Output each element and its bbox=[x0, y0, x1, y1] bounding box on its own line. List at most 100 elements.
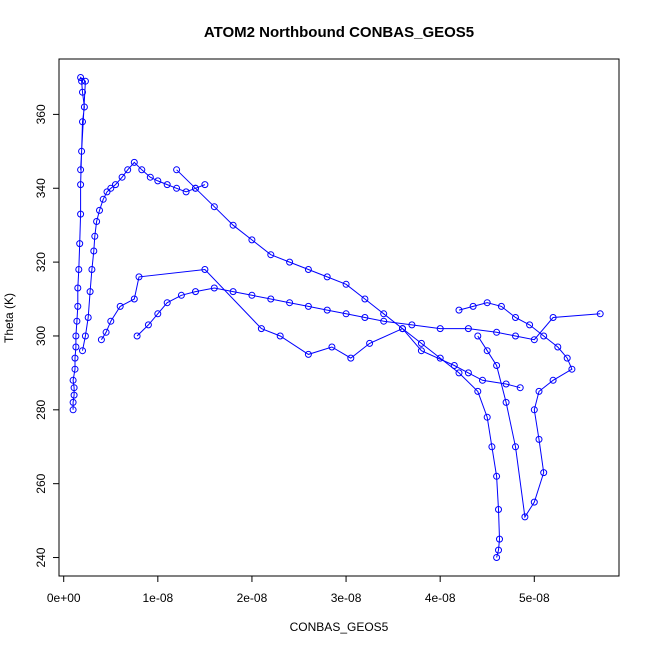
data-point bbox=[107, 317, 115, 325]
data-point bbox=[84, 314, 92, 321]
y-tick-label: 300 bbox=[34, 326, 48, 346]
data-point bbox=[210, 284, 218, 292]
data-point bbox=[549, 314, 557, 321]
data-point bbox=[135, 273, 143, 281]
data-point bbox=[380, 317, 388, 325]
data-point bbox=[502, 398, 510, 406]
data-point bbox=[72, 332, 80, 340]
data-point bbox=[229, 288, 237, 296]
data-point bbox=[530, 336, 538, 344]
data-point bbox=[361, 295, 369, 303]
data-point bbox=[77, 210, 85, 218]
y-tick-label: 340 bbox=[34, 178, 48, 198]
data-point bbox=[70, 384, 78, 392]
data-point bbox=[90, 247, 98, 255]
data-point bbox=[70, 391, 78, 399]
data-point bbox=[455, 306, 463, 314]
data-point bbox=[130, 158, 138, 166]
data-point bbox=[133, 332, 141, 340]
data-point bbox=[276, 332, 284, 340]
data-point bbox=[408, 321, 416, 329]
data-point bbox=[81, 332, 89, 340]
data-point bbox=[79, 88, 86, 96]
data-point bbox=[464, 369, 472, 377]
data-point bbox=[229, 221, 237, 229]
data-point bbox=[563, 354, 571, 362]
x-tick-label: 3e-08 bbox=[331, 591, 362, 605]
data-point bbox=[496, 535, 503, 543]
data-point bbox=[540, 332, 548, 340]
data-point bbox=[347, 354, 355, 362]
data-point bbox=[69, 406, 77, 414]
data-point bbox=[80, 103, 88, 111]
data-point bbox=[323, 306, 331, 314]
y-tick-label: 280 bbox=[34, 399, 48, 419]
data-point bbox=[568, 365, 576, 373]
data-point bbox=[380, 310, 388, 318]
data-point bbox=[342, 280, 350, 288]
data-point bbox=[116, 302, 124, 310]
data-point bbox=[483, 347, 491, 355]
data-point bbox=[71, 365, 79, 373]
data-point bbox=[417, 339, 425, 347]
data-point bbox=[286, 299, 294, 307]
data-point bbox=[177, 291, 185, 299]
data-point bbox=[173, 166, 181, 174]
data-point bbox=[474, 332, 482, 340]
y-tick-label: 320 bbox=[34, 252, 48, 272]
x-axis-label: CONBAS_GEOS5 bbox=[290, 620, 389, 634]
x-axis: 0e+00 1e-08 2e-08 3e-08 4e-08 5e-08 bbox=[47, 575, 550, 605]
data-point bbox=[88, 266, 96, 273]
data-point bbox=[112, 181, 119, 189]
y-tick-label: 240 bbox=[34, 547, 48, 567]
y-axis: 240 260 280 300 320 340 360 bbox=[34, 104, 60, 568]
data-point bbox=[78, 77, 86, 85]
data-point bbox=[455, 369, 463, 377]
data-point bbox=[93, 218, 101, 225]
data-point bbox=[163, 299, 171, 307]
data-point bbox=[493, 554, 501, 561]
series-line bbox=[176, 169, 501, 558]
data-point bbox=[107, 184, 115, 192]
data-point bbox=[192, 184, 199, 192]
data-point bbox=[304, 266, 312, 273]
data-point bbox=[96, 206, 103, 214]
data-point bbox=[286, 258, 294, 266]
data-point bbox=[493, 472, 501, 480]
data-point bbox=[86, 288, 94, 296]
data-point bbox=[71, 354, 79, 362]
series-line bbox=[458, 302, 573, 519]
data-point bbox=[342, 310, 350, 318]
data-point bbox=[328, 343, 336, 351]
data-point bbox=[69, 398, 77, 406]
data-point bbox=[497, 302, 505, 310]
data-point bbox=[248, 291, 256, 299]
data-point bbox=[79, 347, 86, 355]
data-point bbox=[323, 273, 331, 281]
data-point bbox=[469, 302, 477, 310]
data-point bbox=[530, 498, 538, 506]
data-point bbox=[596, 310, 604, 318]
plot-area bbox=[69, 74, 604, 561]
data-point bbox=[74, 302, 82, 310]
data-point bbox=[493, 362, 501, 369]
data-point bbox=[267, 251, 275, 259]
data-point bbox=[535, 435, 543, 443]
data-point bbox=[417, 347, 425, 355]
data-point bbox=[436, 325, 444, 333]
data-point bbox=[304, 302, 312, 310]
data-point bbox=[361, 314, 369, 321]
data-point bbox=[75, 266, 83, 273]
data-point bbox=[257, 325, 265, 333]
data-point bbox=[81, 77, 89, 85]
data-point bbox=[479, 376, 486, 384]
data-point bbox=[512, 314, 519, 321]
data-point bbox=[535, 387, 543, 395]
data-point bbox=[130, 295, 138, 303]
data-point bbox=[399, 325, 406, 333]
y-tick-label: 360 bbox=[34, 104, 48, 124]
y-tick-label: 260 bbox=[34, 473, 48, 493]
data-point bbox=[495, 506, 502, 513]
data-point bbox=[138, 166, 146, 174]
